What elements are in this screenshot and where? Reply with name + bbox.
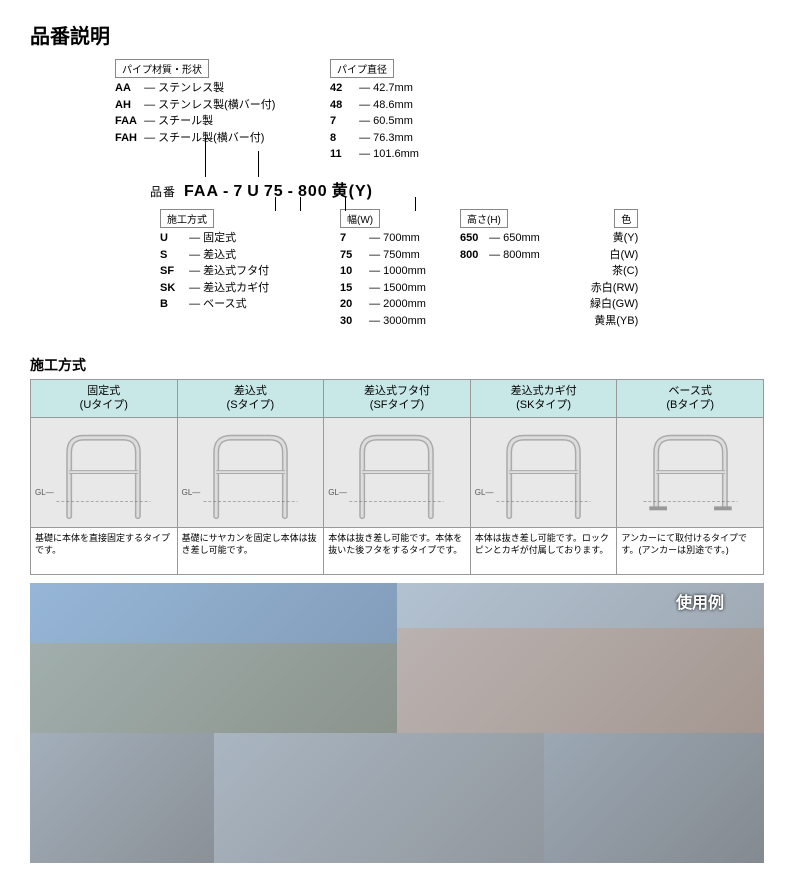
product-number-line: 品番FAA-7U75-800 黄(Y): [150, 177, 375, 201]
spec-item: 20 — 2000mm: [340, 296, 426, 313]
method-type-column: 固定式(Uタイプ) GL— 基礎に本体を直接固定するタイプです。: [31, 380, 178, 574]
spec-item: FAA — スチール製: [115, 113, 275, 130]
type-diagram: [617, 418, 763, 528]
type-diagram: GL—: [471, 418, 617, 528]
type-description: 基礎にサヤカンを固定し本体は抜き差し可能です。: [178, 528, 324, 574]
usage-photo: [30, 583, 397, 733]
spec-item: SF — 差込式フタ付: [160, 263, 269, 280]
spec-item: 10 — 1000mm: [340, 263, 426, 280]
spec-item: 黄黒(YB): [590, 313, 638, 330]
usage-photo: [30, 733, 214, 863]
type-diagram: GL—: [178, 418, 324, 528]
spec-material-label: パイプ材質・形状: [115, 59, 209, 78]
spec-item: 30 — 3000mm: [340, 313, 426, 330]
spec-item: 7 — 60.5mm: [330, 113, 419, 130]
type-description: アンカーにて取付けるタイプです。(アンカーは別途です。): [617, 528, 763, 574]
spec-height-label: 高さ(H): [460, 209, 508, 228]
usage-label: 使用例: [676, 589, 724, 613]
usage-photos: 使用例: [30, 583, 764, 863]
spec-item: B — ベース式: [160, 296, 269, 313]
spec-item: 8 — 76.3mm: [330, 130, 419, 147]
type-header: 差込式フタ付(SFタイプ): [324, 380, 470, 418]
type-header: 固定式(Uタイプ): [31, 380, 177, 418]
type-header: ベース式(Bタイプ): [617, 380, 763, 418]
spec-item: 650 — 650mm: [460, 230, 540, 247]
spec-item: 7 — 700mm: [340, 230, 426, 247]
spec-item: 15 — 1500mm: [340, 280, 426, 297]
method-type-column: 差込式カギ付(SKタイプ) GL— 本体は抜き差し可能です。ロックピンとカギが付…: [471, 380, 618, 574]
type-description: 基礎に本体を直接固定するタイプです。: [31, 528, 177, 574]
product-segment: 75: [262, 183, 286, 201]
spec-item: AH — ステンレス製(横バー付): [115, 97, 275, 114]
product-segment: -: [221, 183, 231, 201]
type-description: 本体は抜き差し可能です。ロックピンとカギが付属しております。: [471, 528, 617, 574]
spec-item: S — 差込式: [160, 247, 269, 264]
spec-method-label: 施工方式: [160, 209, 214, 228]
spec-item: SK — 差込式カギ付: [160, 280, 269, 297]
spec-item: 赤白(RW): [590, 280, 638, 297]
type-header: 差込式(Sタイプ): [178, 380, 324, 418]
spec-item: 11 — 101.6mm: [330, 146, 419, 163]
spec-item: 800 — 800mm: [460, 247, 540, 264]
type-header: 差込式カギ付(SKタイプ): [471, 380, 617, 418]
spec-item: AA — ステンレス製: [115, 80, 275, 97]
method-type-column: 差込式フタ付(SFタイプ) GL— 本体は抜き差し可能です。本体を抜いた後フタを…: [324, 380, 471, 574]
usage-photo: [544, 733, 764, 863]
product-segment: FAA: [182, 183, 221, 201]
spec-item: 48 — 48.6mm: [330, 97, 419, 114]
spec-item: 75 — 750mm: [340, 247, 426, 264]
spec-color-label: 色: [614, 209, 638, 228]
method-type-column: 差込式(Sタイプ) GL— 基礎にサヤカンを固定し本体は抜き差し可能です。: [178, 380, 325, 574]
spec-item: FAH — スチール製(横バー付): [115, 130, 275, 147]
spec-diagram: パイプ材質・形状 AA — ステンレス製AH — ステンレス製(横バー付)FAA…: [30, 59, 764, 349]
spec-item: 茶(C): [590, 263, 638, 280]
method-section-title: 施工方式: [30, 355, 764, 375]
spec-diameter-label: パイプ直径: [330, 59, 394, 78]
spec-item: 42 — 42.7mm: [330, 80, 419, 97]
spec-item: 緑白(GW): [590, 296, 638, 313]
page-title: 品番説明: [30, 20, 764, 49]
spec-item: U — 固定式: [160, 230, 269, 247]
method-types-table: 固定式(Uタイプ) GL— 基礎に本体を直接固定するタイプです。 差込式(Sタイ…: [30, 379, 764, 575]
type-diagram: GL—: [324, 418, 470, 528]
method-type-column: ベース式(Bタイプ) アンカーにて取付けるタイプです。(アンカーは別途です。): [617, 380, 763, 574]
product-segment: 7: [231, 183, 245, 201]
spec-item: 白(W): [590, 247, 638, 264]
type-description: 本体は抜き差し可能です。本体を抜いた後フタをするタイプです。: [324, 528, 470, 574]
type-diagram: GL—: [31, 418, 177, 528]
spec-width-label: 幅(W): [340, 209, 380, 228]
product-segment: U: [245, 183, 262, 201]
product-segment: 黄(Y): [330, 177, 375, 201]
usage-photo: [214, 733, 544, 863]
spec-item: 黄(Y): [590, 230, 638, 247]
product-segment: -: [286, 183, 296, 201]
